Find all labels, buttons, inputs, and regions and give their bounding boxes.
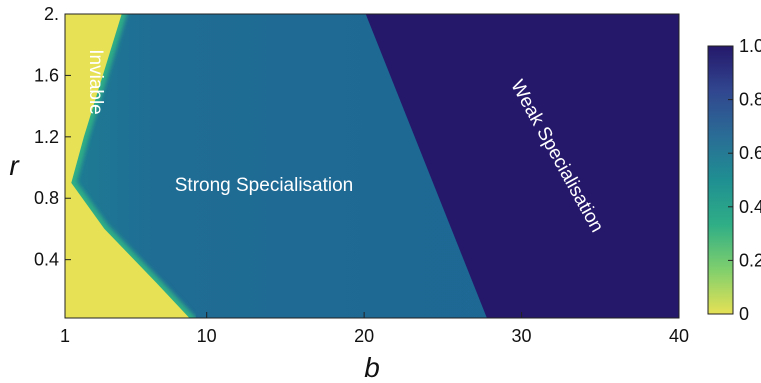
region-label-inviable: Inviable (85, 49, 106, 115)
colorbar-gradient (707, 45, 734, 315)
x-axis-ticks: 1 10 20 30 40 (60, 312, 689, 346)
y-tick-label: 1.2 (34, 127, 59, 147)
y-axis-ticks: 0.4 0.8 1.2 1.6 2. (34, 4, 71, 270)
y-axis-label: r (9, 150, 20, 181)
colorbar-tick-label: 0.2 (739, 250, 761, 270)
region-weak-specialisation (365, 14, 679, 318)
heatmap-plot (65, 14, 679, 318)
y-tick-label: 0.4 (34, 250, 59, 270)
colorbar-ticks: 0 0.2 0.4 0.6 0.8 1.0 (728, 36, 761, 324)
y-tick-label: 0.8 (34, 188, 59, 208)
colorbar-tick-label: 1.0 (739, 36, 761, 56)
region-inviable (65, 14, 190, 318)
plot-frame (64, 13, 680, 319)
x-tick-label: 10 (197, 326, 217, 346)
y-tick-label: 1.6 (34, 65, 59, 85)
colorbar-tick-label: 0.8 (739, 90, 761, 110)
colorbar-tick-label: 0 (739, 304, 749, 324)
x-tick-label: 30 (512, 326, 532, 346)
region-label-strong-specialisation: Strong Specialisation (175, 175, 354, 196)
colorbar-tick-label: 0.6 (739, 143, 761, 163)
y-tick-label: 2. (44, 4, 59, 24)
x-tick-label: 40 (669, 326, 689, 346)
colorbar: 0 0.2 0.4 0.6 0.8 1.0 (707, 36, 761, 324)
x-axis-label: b (364, 352, 380, 383)
x-tick-label: 1 (60, 326, 70, 346)
colorbar-tick-label: 0.4 (739, 197, 761, 217)
x-tick-label: 20 (354, 326, 374, 346)
